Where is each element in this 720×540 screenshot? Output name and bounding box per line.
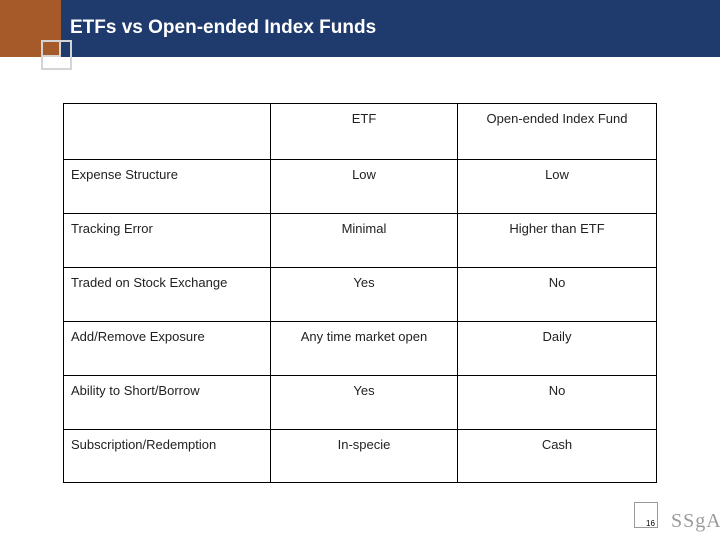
etf-cell: Minimal <box>270 213 458 268</box>
table-row: Ability to Short/Borrow Yes No <box>63 375 657 430</box>
index-fund-cell: Higher than ETF <box>457 213 657 268</box>
etf-cell: Yes <box>270 375 458 430</box>
row-label: Traded on Stock Exchange <box>63 267 271 322</box>
page-number: 16 <box>646 519 655 528</box>
header-cell-empty <box>63 103 271 160</box>
ssga-logo: SSgA <box>671 510 720 532</box>
table-row: Subscription/Redemption In-specie Cash <box>63 429 657 483</box>
index-fund-cell: No <box>457 267 657 322</box>
row-label: Add/Remove Exposure <box>63 321 271 376</box>
etf-cell: Low <box>270 159 458 214</box>
table-row: Add/Remove Exposure Any time market open… <box>63 321 657 376</box>
header-cell-etf: ETF <box>270 103 458 160</box>
slide-title: ETFs vs Open-ended Index Funds <box>70 17 377 38</box>
decorative-square-inner <box>41 40 61 57</box>
row-label: Ability to Short/Borrow <box>63 375 271 430</box>
table-row: Expense Structure Low Low <box>63 159 657 214</box>
etf-cell: In-specie <box>270 429 458 483</box>
row-label: Subscription/Redemption <box>63 429 271 483</box>
index-fund-cell: Daily <box>457 321 657 376</box>
table-row: Traded on Stock Exchange Yes No <box>63 267 657 322</box>
etf-cell: Any time market open <box>270 321 458 376</box>
row-label: Expense Structure <box>63 159 271 214</box>
page-number-box <box>634 502 658 528</box>
index-fund-cell: Low <box>457 159 657 214</box>
row-label: Tracking Error <box>63 213 271 268</box>
etf-cell: Yes <box>270 267 458 322</box>
index-fund-cell: Cash <box>457 429 657 483</box>
comparison-table: ETF Open-ended Index Fund Expense Struct… <box>63 103 657 483</box>
table-row: Tracking Error Minimal Higher than ETF <box>63 213 657 268</box>
table-header-row: ETF Open-ended Index Fund <box>63 103 657 160</box>
title-bar <box>0 0 720 57</box>
header-cell-index-fund: Open-ended Index Fund <box>457 103 657 160</box>
title-accent-block <box>0 0 61 57</box>
index-fund-cell: No <box>457 375 657 430</box>
